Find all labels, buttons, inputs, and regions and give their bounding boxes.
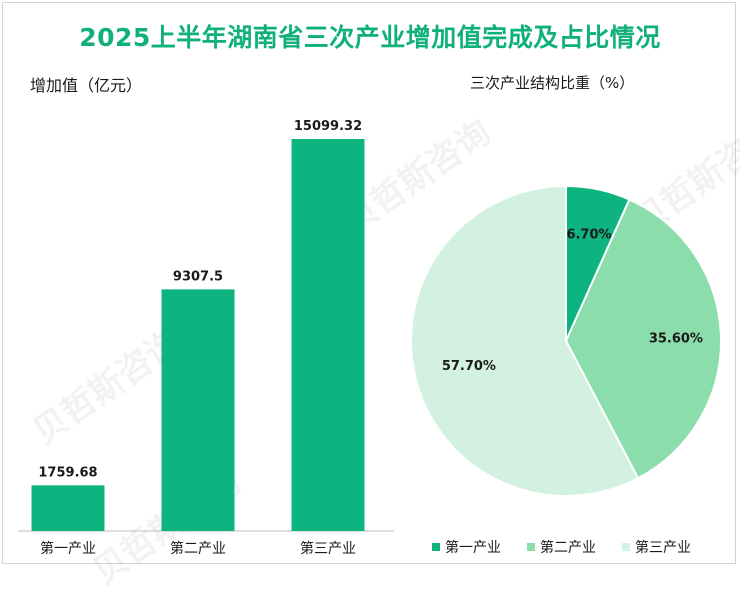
legend-label: 第一产业 (445, 539, 501, 556)
bar-category-label: 第一产业 (40, 540, 96, 557)
legend-swatch (527, 543, 535, 551)
chart-title: 2025上半年湖南省三次产业增加值完成及占比情况 (79, 23, 661, 52)
pie-slice-3 (410, 184, 640, 497)
legend-swatch (622, 543, 630, 551)
pie-slice-label: 6.70% (566, 227, 611, 242)
bar-y-axis-label: 增加值（亿元） (30, 76, 143, 95)
legend-label: 第三产业 (635, 539, 691, 556)
bar-3 (291, 139, 365, 531)
pie-slice-label: 35.60% (649, 332, 703, 347)
bar-1 (31, 485, 105, 531)
bar-value-label: 1759.68 (38, 465, 97, 480)
chart-canvas: 1759.68 第一产业 9307.5 第二产业 15099.32 第三产业 6.70% 35… (18, 119, 722, 557)
bar-2 (161, 289, 235, 531)
pie-chart-title: 三次产业结构比重（%） (470, 74, 635, 92)
bar-value-label: 15099.32 (294, 119, 362, 134)
pie-slice-2 (564, 198, 722, 480)
legend-label: 第二产业 (540, 539, 596, 556)
pie-slice-label: 57.70% (442, 359, 496, 374)
bar-value-label: 9307.5 (173, 269, 223, 284)
chart-frame (2, 2, 736, 564)
legend-swatch (432, 543, 440, 551)
bar-category-label: 第三产业 (300, 540, 356, 557)
bar-category-label: 第二产业 (170, 540, 226, 557)
